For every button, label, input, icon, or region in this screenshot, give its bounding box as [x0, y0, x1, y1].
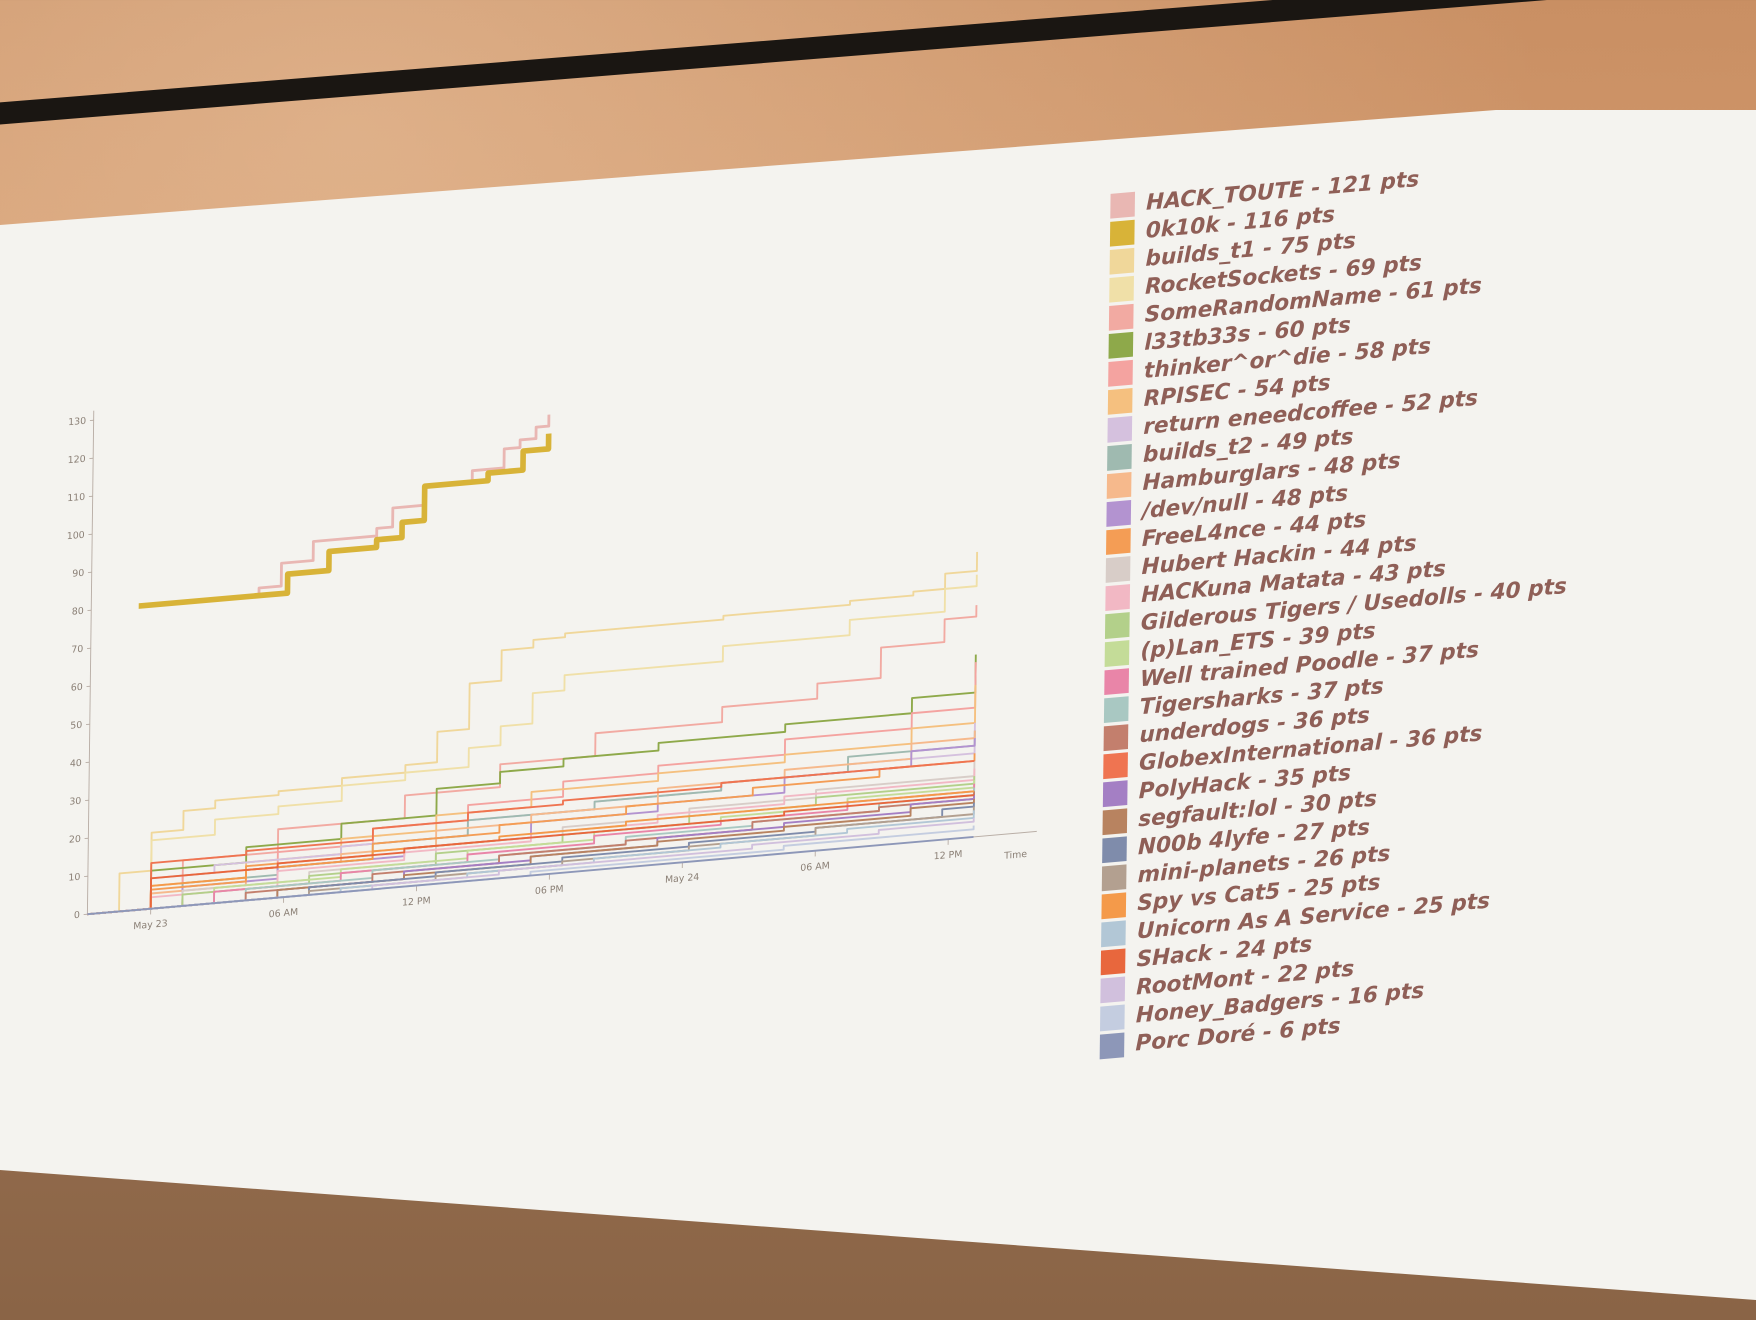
- legend-swatch: [1106, 528, 1131, 555]
- series-line-0: [249, 414, 551, 598]
- series-line-24: [87, 806, 975, 916]
- x-axis-label: Time: [1003, 849, 1027, 862]
- series-line-21: [87, 795, 975, 916]
- legend-swatch: [1104, 668, 1130, 696]
- series-line-27: [87, 794, 975, 916]
- y-tick-label: 40: [70, 758, 82, 770]
- y-tick-label: 60: [71, 682, 83, 694]
- series-line-12: [87, 753, 976, 916]
- legend-swatch: [1102, 808, 1128, 836]
- legend-swatch: [1107, 387, 1133, 415]
- legend-swatch: [1103, 752, 1128, 780]
- x-tick-label: 06 PM: [535, 884, 564, 898]
- scoreboard-chart: 0 10 20 30 40 50 60 70 80 90 100 110 120 130 May 23 06 …: [46, 0, 1715, 1231]
- legend-swatch: [1102, 780, 1128, 808]
- legend-swatch: [1104, 640, 1130, 668]
- y-tick-label: 30: [69, 796, 81, 808]
- series-line-5: [87, 654, 977, 916]
- legend-swatch: [1103, 696, 1129, 724]
- y-tick-label: 20: [69, 834, 81, 846]
- legend-swatch: [1109, 247, 1135, 275]
- projector-screen: [0, 110, 1756, 1320]
- x-tick-label: May 23: [133, 918, 167, 932]
- legend-swatch: [1102, 836, 1127, 864]
- y-tick-label: 70: [71, 644, 83, 656]
- y-tick-label: 50: [70, 720, 82, 732]
- y-tick-label: 0: [74, 910, 80, 922]
- legend-swatch: [1106, 472, 1132, 499]
- legend-swatch: [1110, 191, 1136, 219]
- y-axis-line: [86, 410, 95, 915]
- series-line-28: [87, 817, 975, 916]
- series-line-3: [87, 574, 978, 916]
- y-tick-label: 80: [72, 606, 84, 618]
- y-tick-label: 130: [68, 416, 86, 429]
- legend-swatch: [1100, 976, 1126, 1004]
- series-line-26: [87, 810, 975, 916]
- legend-swatch: [1109, 219, 1135, 247]
- legend-swatch: [1101, 864, 1127, 892]
- y-tick-label: 10: [68, 872, 80, 884]
- series-line-30: [87, 835, 974, 916]
- y-tick-label: 90: [72, 568, 84, 580]
- legend-swatch: [1108, 359, 1133, 387]
- x-tick-label: 12 PM: [402, 895, 431, 909]
- legend-swatch: [1109, 275, 1134, 303]
- legend-swatch: [1101, 892, 1127, 920]
- x-tick-label: 12 PM: [934, 849, 963, 863]
- series-line-20: [87, 759, 975, 916]
- legend-swatch: [1100, 948, 1126, 976]
- series-line-1: [138, 433, 552, 609]
- legend-swatch: [1107, 444, 1132, 471]
- x-tick-label: 06 AM: [800, 860, 830, 874]
- legend-swatch: [1107, 415, 1133, 443]
- legend-swatch: [1104, 612, 1130, 639]
- y-tick-label: 100: [67, 530, 85, 543]
- legend-swatch: [1108, 331, 1134, 359]
- x-tick-label: May 24: [665, 872, 699, 886]
- legend-swatch: [1101, 920, 1126, 948]
- y-tick-label: 120: [68, 454, 86, 467]
- series-lines: [87, 414, 979, 916]
- legend-swatch: [1105, 556, 1131, 583]
- x-tick-label: 06 AM: [269, 907, 299, 921]
- legend-swatch: [1108, 303, 1134, 331]
- legend-swatch: [1106, 500, 1132, 527]
- legend-swatch: [1100, 1004, 1125, 1032]
- line-chart: 0 10 20 30 40 50 60 70 80 90 100 110 120 130 May 23 06 …: [67, 167, 1567, 1060]
- legend-swatch: [1103, 724, 1129, 752]
- legend-swatch: [1105, 584, 1131, 611]
- series-line-2: [87, 551, 979, 916]
- y-tick-label: 110: [67, 492, 85, 505]
- legend-swatch: [1099, 1032, 1125, 1060]
